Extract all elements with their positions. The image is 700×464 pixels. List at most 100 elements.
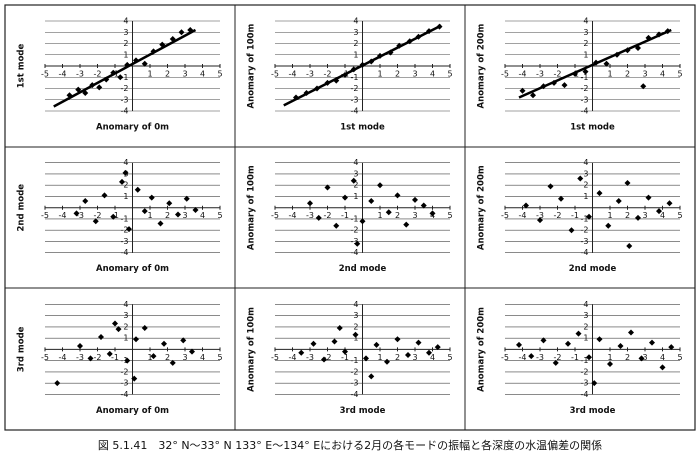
- x-tick-label: 1: [147, 70, 152, 79]
- x-axis-label: 3rd mode: [340, 406, 386, 416]
- y-tick-label: 3: [123, 28, 128, 37]
- y-tick-label: -3: [351, 379, 359, 388]
- y-tick-label: -1: [351, 73, 359, 82]
- trend-line: [283, 24, 442, 107]
- x-tick-label: -1: [341, 353, 349, 362]
- point: [101, 192, 108, 199]
- x-tick-label: 1: [147, 353, 152, 362]
- x-tick-label: 2: [625, 70, 630, 79]
- point: [649, 339, 655, 346]
- x-axis-label: 2nd mode: [339, 264, 387, 274]
- x-tick-label: 4: [200, 70, 205, 79]
- x-tick-label: -3: [306, 211, 314, 220]
- point: [659, 364, 666, 371]
- y-axis-label: 1st mode: [17, 43, 27, 88]
- x-tick-label: 5: [217, 70, 222, 79]
- y-tick-label: 2: [123, 39, 128, 48]
- point: [420, 202, 427, 209]
- point: [110, 213, 117, 220]
- point: [126, 226, 132, 233]
- point: [603, 60, 610, 67]
- y-tick-label: -1: [351, 214, 359, 223]
- point: [148, 194, 155, 201]
- y-axis-label: 2nd mode: [17, 184, 27, 232]
- point: [528, 353, 535, 360]
- x-tick-label: 3: [182, 70, 187, 79]
- point: [119, 178, 125, 185]
- point: [73, 210, 80, 217]
- y-tick-label: -2: [351, 226, 359, 235]
- y-tick-label: -1: [581, 73, 589, 82]
- x-tick-label: 2: [165, 211, 170, 220]
- point: [331, 338, 338, 345]
- point: [350, 177, 357, 184]
- x-tick-label: 3: [412, 211, 417, 220]
- x-tick-label: -4: [519, 353, 527, 362]
- point: [333, 222, 340, 229]
- trend-line: [518, 28, 672, 99]
- point: [582, 68, 589, 75]
- x-tick-label: -4: [519, 70, 527, 79]
- x-tick-label: -4: [289, 211, 297, 220]
- x-tick-label: 4: [430, 70, 435, 79]
- y-tick-label: -3: [581, 95, 589, 104]
- point: [568, 227, 575, 234]
- point: [607, 361, 613, 368]
- point: [141, 208, 148, 215]
- point: [405, 352, 411, 359]
- y-tick-label: 3: [123, 311, 128, 320]
- y-tick-label: 4: [123, 158, 128, 167]
- point: [342, 348, 348, 355]
- point: [166, 200, 173, 207]
- x-tick-label: 1: [377, 211, 382, 220]
- x-tick-label: 1: [377, 70, 382, 79]
- x-tick-label: 5: [447, 211, 452, 220]
- point: [547, 183, 554, 190]
- x-tick-label: 3: [642, 211, 647, 220]
- x-axis-label: 1st mode: [570, 123, 615, 133]
- point: [640, 83, 647, 90]
- point: [315, 214, 322, 221]
- x-tick-label: 2: [165, 353, 170, 362]
- x-axis-label: 2nd mode: [569, 264, 617, 274]
- y-tick-label: -4: [581, 107, 589, 116]
- point: [377, 182, 383, 189]
- x-tick-label: -3: [76, 70, 84, 79]
- x-tick-label: 4: [660, 353, 665, 362]
- x-tick-label: 5: [447, 70, 452, 79]
- x-tick-label: 3: [182, 211, 187, 220]
- x-tick-label: -3: [536, 211, 544, 220]
- y-tick-label: -4: [121, 390, 129, 399]
- y-tick-label: 3: [353, 28, 358, 37]
- x-tick-label: -5: [501, 353, 509, 362]
- y-tick-label: 1: [123, 192, 128, 201]
- y-tick-label: 4: [583, 17, 588, 26]
- x-tick-label: -2: [94, 70, 102, 79]
- x-tick-label: 5: [677, 70, 682, 79]
- point: [666, 200, 673, 207]
- point: [141, 325, 148, 332]
- point: [668, 344, 675, 351]
- x-tick-label: 3: [182, 353, 187, 362]
- x-tick-label: -2: [94, 211, 102, 220]
- y-tick-label: -2: [121, 84, 129, 93]
- point: [368, 373, 375, 380]
- x-tick-label: -3: [76, 211, 84, 220]
- y-tick-label: 1: [353, 334, 358, 343]
- x-tick-label: 2: [395, 211, 400, 220]
- point: [586, 354, 592, 361]
- x-tick-label: 1: [147, 211, 152, 220]
- point: [161, 340, 167, 347]
- point: [77, 343, 83, 350]
- x-tick-label: -3: [536, 70, 544, 79]
- point: [112, 320, 118, 327]
- point: [565, 340, 571, 347]
- y-axis-label: Anomary of 100m: [247, 23, 257, 108]
- x-tick-label: -5: [41, 211, 49, 220]
- point: [122, 169, 129, 176]
- point: [150, 353, 157, 360]
- y-tick-label: 1: [353, 50, 358, 59]
- point: [87, 355, 94, 362]
- point: [324, 184, 331, 191]
- point: [373, 341, 380, 348]
